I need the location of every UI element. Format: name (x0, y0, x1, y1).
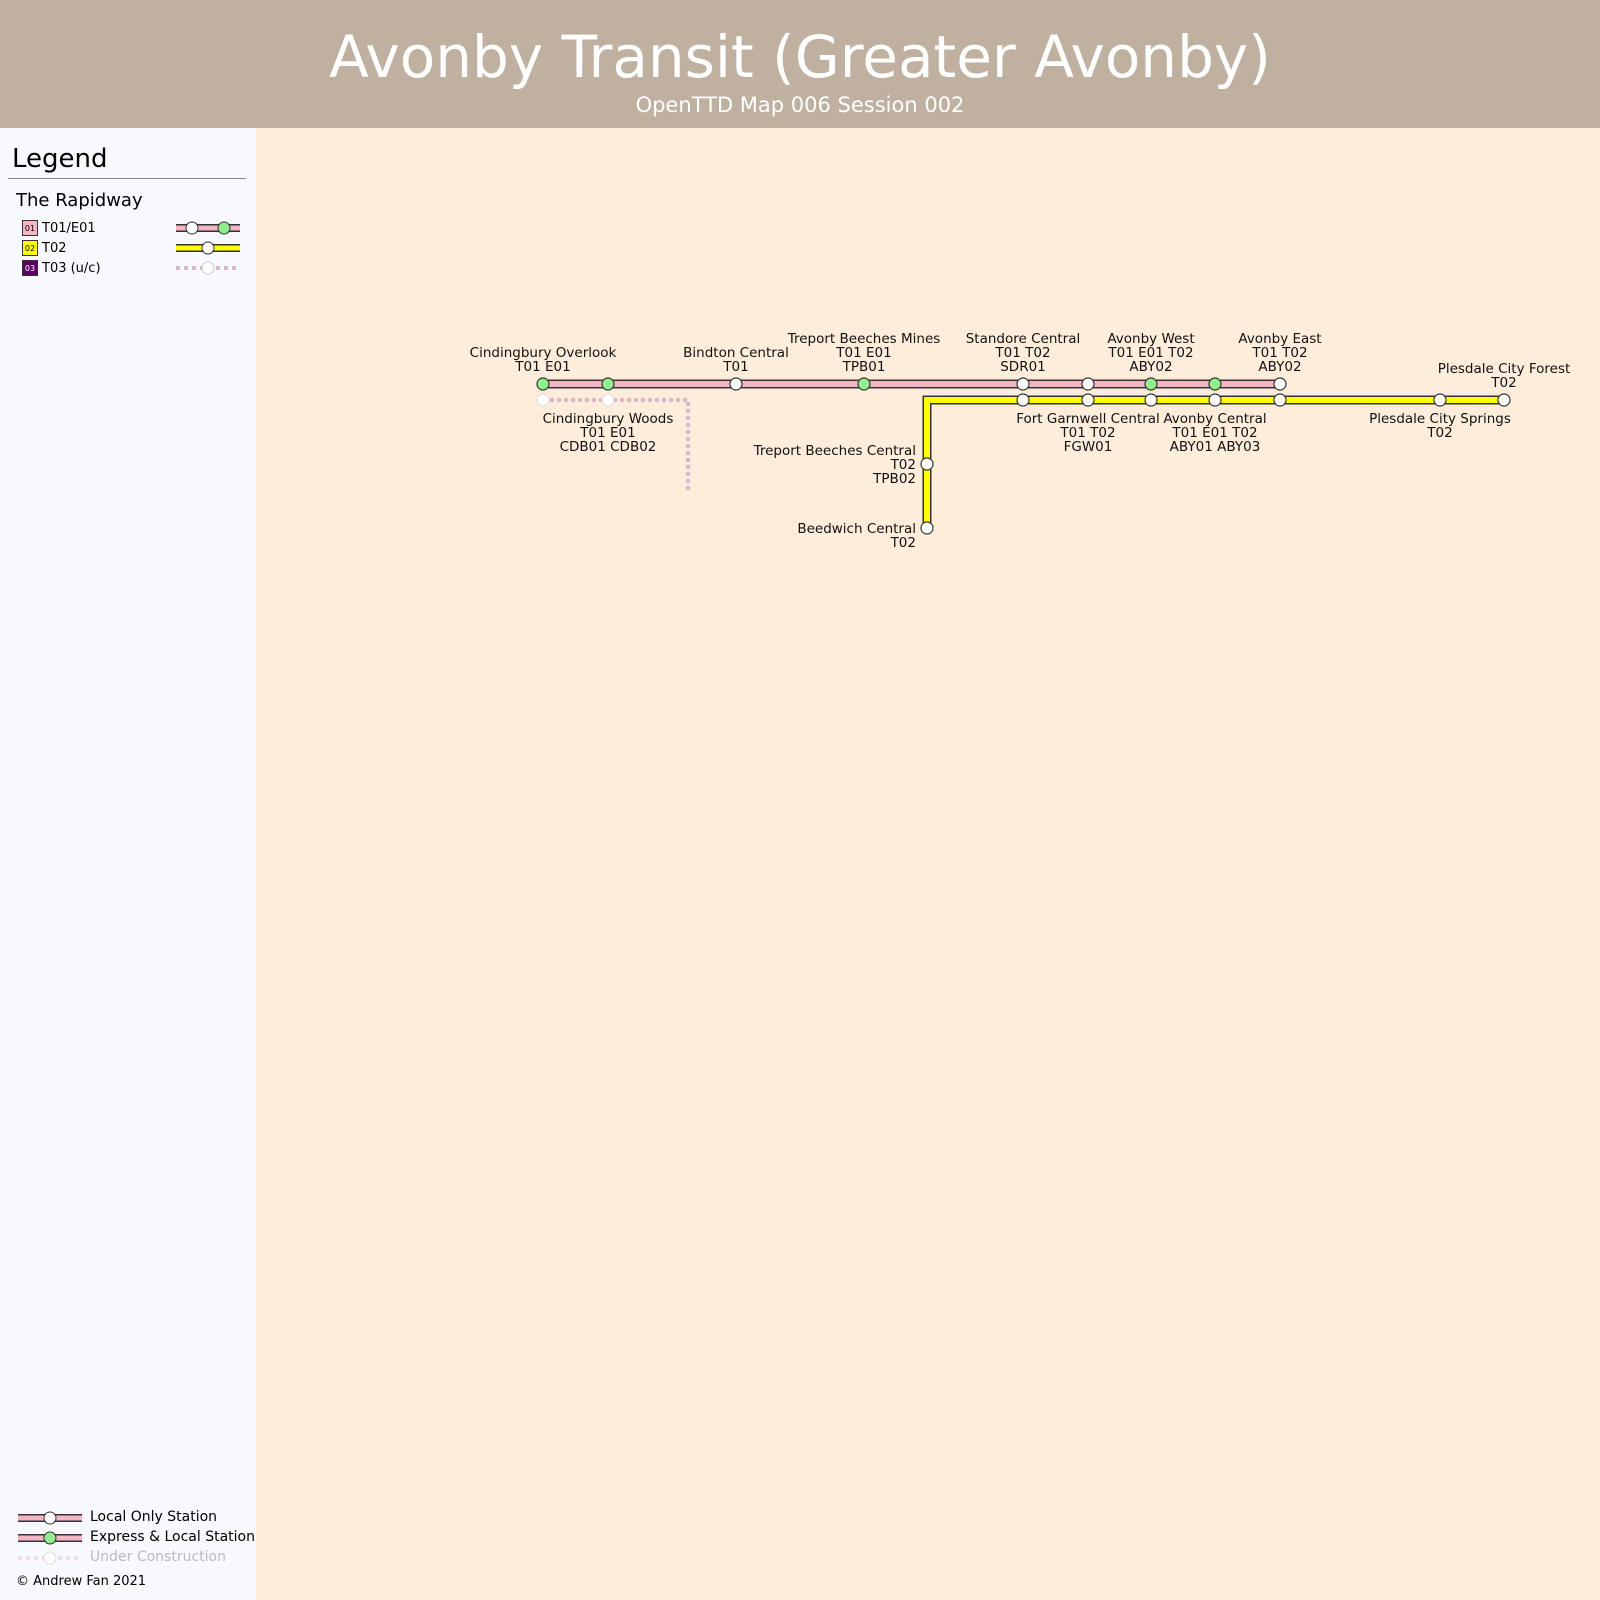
copyright: © Andrew Fan 2021 (16, 1574, 147, 1589)
station-code: T01 E01 T02 (1107, 345, 1193, 361)
legend-row: 02 T02 (22, 240, 66, 256)
station-name: Avonby East (1238, 331, 1321, 347)
station-code: ABY02 (1258, 359, 1301, 375)
title: Avonby Transit (Greater Avonby) (329, 23, 1271, 91)
legend-section: The Rapidway (16, 190, 143, 211)
station-code: TPB01 (842, 359, 886, 375)
station-name: Beedwich Central (797, 521, 916, 537)
station-name: Cindingbury Overlook (470, 345, 617, 361)
station-name: Avonby West (1107, 331, 1194, 347)
legend-row: 03 T03 (u/c) (22, 260, 101, 276)
legend-panel: Legend The Rapidway 01 T01/E01 02 T02 03 T0… (0, 128, 256, 1600)
station (601, 377, 615, 391)
station-code: T02 (890, 535, 916, 551)
key-label: Express & Local Station (90, 1529, 255, 1545)
badge: 02 (22, 240, 38, 256)
legend-row: 01 T01/E01 (22, 220, 96, 236)
station-name: Fort Garnwell Central (1016, 411, 1160, 427)
legend-label: T01/E01 (42, 220, 96, 236)
station-code: T01 T02 (1251, 345, 1307, 361)
key-swatches (18, 1511, 82, 1565)
station (1144, 377, 1158, 391)
station-code: T01 E01 T02 (1171, 425, 1257, 441)
station (920, 521, 934, 535)
line-t02 (924, 397, 1504, 528)
station (1016, 377, 1030, 391)
station-code: T02 (890, 457, 916, 473)
header: Avonby Transit (Greater Avonby) OpenTTD … (0, 0, 1600, 128)
station-code: T01 T02 (1059, 425, 1115, 441)
station-name: Plesdale City Springs (1369, 411, 1511, 427)
station-code: SDR01 (1000, 359, 1046, 375)
station (601, 393, 615, 407)
station-name: Treport Beeches Central (753, 443, 916, 459)
divider (8, 178, 246, 179)
station (857, 377, 871, 391)
legend-label: T03 (u/c) (42, 260, 101, 276)
station-name: Cindingbury Woods (543, 411, 674, 427)
station (536, 377, 550, 391)
station (1433, 393, 1447, 407)
station-code: ABY02 (1129, 359, 1172, 375)
station-code: FGW01 (1064, 439, 1113, 455)
station-code: TPB02 (872, 471, 916, 487)
subtitle: OpenTTD Map 006 Session 002 (635, 93, 965, 117)
station (1016, 393, 1030, 407)
badge: 03 (22, 260, 38, 276)
station-code: T01 E01 (579, 425, 635, 441)
station (729, 377, 743, 391)
station (1081, 393, 1095, 407)
key-label: Local Only Station (90, 1509, 218, 1525)
station (920, 457, 934, 471)
station-code: T01 E01 (835, 345, 891, 361)
station-name: Standore Central (966, 331, 1081, 347)
key-label: Under Construction (90, 1549, 226, 1565)
legend-title: Legend (12, 144, 108, 174)
station (1144, 393, 1158, 407)
station-code: T01 T02 (994, 345, 1050, 361)
station (1273, 393, 1287, 407)
station-code: T01 (722, 359, 748, 375)
station-code: T02 (1490, 375, 1516, 391)
station-name: Bindton Central (683, 345, 789, 361)
legend-label: T02 (42, 240, 67, 256)
station (1081, 377, 1095, 391)
legend-swatches (176, 221, 240, 275)
badge: 01 (22, 220, 38, 236)
line-t03 (543, 398, 690, 492)
station-name: Treport Beeches Mines (787, 331, 941, 347)
station (536, 393, 550, 407)
station-code: CDB01 CDB02 (560, 439, 657, 455)
station (1273, 377, 1287, 391)
station-code: T02 (1426, 425, 1452, 441)
stations (536, 377, 1511, 535)
station-name: Plesdale City Forest (1438, 361, 1571, 377)
station-name: Avonby Central (1163, 411, 1266, 427)
station-code: T01 E01 (514, 359, 570, 375)
station (1208, 393, 1222, 407)
station-code: ABY01 ABY03 (1170, 439, 1261, 455)
station (1208, 377, 1222, 391)
station (1497, 393, 1511, 407)
